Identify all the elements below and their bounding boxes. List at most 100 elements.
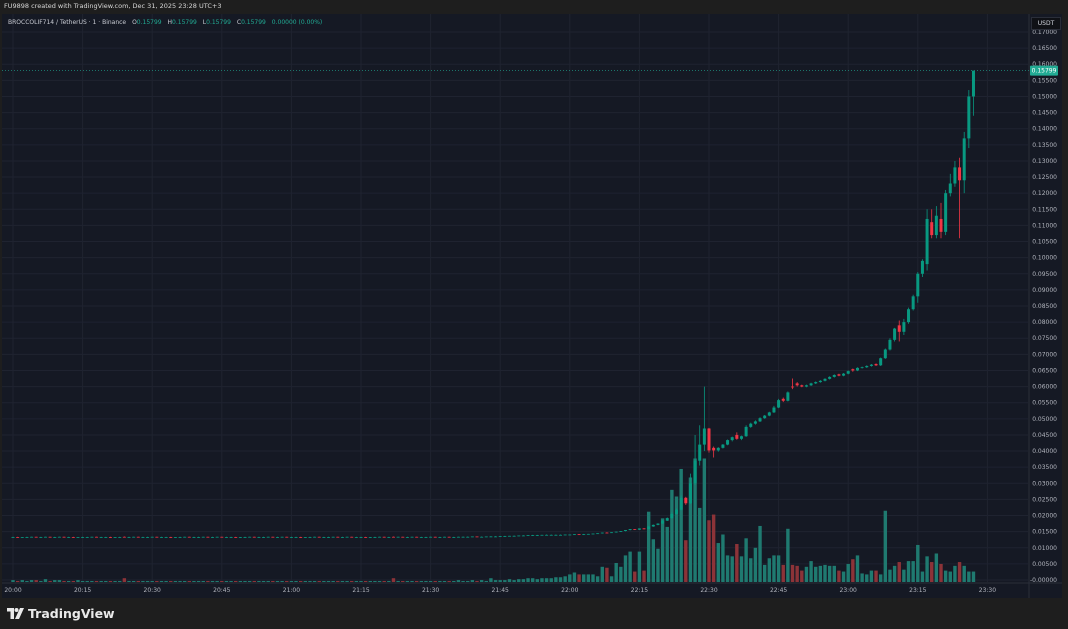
volume-bar [554, 577, 558, 582]
volume-bar [410, 581, 414, 582]
y-tick-label: 0.08500 [1032, 303, 1057, 310]
candle-body [48, 536, 52, 538]
volume-bar [633, 571, 637, 582]
candle-body [716, 447, 720, 451]
candle-body [382, 536, 386, 538]
candle-body [322, 537, 326, 538]
volume-bar [517, 579, 521, 582]
volume-bar [131, 581, 136, 582]
volume-bar [925, 556, 929, 582]
volume-bar [424, 581, 428, 582]
currency-selector[interactable]: USDT [1031, 17, 1061, 30]
y-tick-label: 0.06000 [1032, 384, 1057, 391]
candle-body [280, 536, 284, 538]
volume-bar [906, 561, 911, 582]
y-tick-label: 0.14500 [1032, 110, 1057, 117]
volume-bar [540, 578, 544, 582]
brand-name: TradingView [28, 606, 115, 621]
volume-bar [76, 580, 80, 582]
candle-body [81, 537, 85, 538]
volume-bar [238, 581, 243, 582]
volume-bar [530, 578, 535, 582]
volume-bar [90, 581, 94, 582]
candle-body [832, 374, 836, 377]
candle-body [57, 536, 61, 538]
candle-body [95, 536, 99, 538]
volume-bar [874, 570, 878, 582]
volume-bar [916, 544, 920, 582]
volume-bar [665, 526, 669, 582]
candle-body [456, 536, 460, 538]
volume-bar [215, 581, 219, 582]
volume-bar [698, 507, 702, 582]
volume-bar [224, 581, 229, 582]
candle-body [220, 536, 224, 538]
candle-body [721, 444, 725, 448]
symbol-title[interactable]: BROCCOLIF714 / TetherUS · 1 · Binance [8, 19, 127, 26]
volume-bar [29, 580, 34, 582]
volume-bar [104, 581, 108, 582]
volume-bar [795, 565, 799, 582]
candle-body [396, 536, 400, 538]
volume-bar [127, 581, 131, 582]
candle-body [475, 536, 479, 538]
candle-body [804, 385, 808, 387]
volume-bar [271, 581, 275, 582]
volume-bar [187, 581, 192, 582]
candle-body [758, 418, 762, 422]
volume-bar [396, 581, 400, 582]
candle-body [944, 193, 948, 232]
candle-body [405, 537, 409, 538]
x-tick-label: 21:00 [283, 587, 300, 594]
volume-bar [470, 580, 475, 582]
candle-body [470, 536, 474, 538]
volume-bar [902, 569, 906, 582]
candle-body [294, 537, 298, 538]
candle-body [317, 536, 321, 538]
low-value: 0.15799 [206, 19, 231, 26]
price-chart[interactable]: -0.00000 0.00500 0.01000 0.01500 0.02000 0.02… [0, 0, 1068, 598]
y-tick-label: 0.09500 [1032, 271, 1057, 278]
candle-body [229, 537, 233, 538]
volume-bar [749, 558, 753, 582]
candle-body [837, 374, 841, 376]
y-tick-label: 0.16500 [1032, 45, 1057, 52]
candle-body [851, 369, 855, 371]
snapshot-caption: FU9898 created with TradingView.com, Dec… [4, 2, 222, 10]
volume-bar [261, 581, 266, 582]
last-price-label: 0.15799 [1032, 68, 1057, 75]
volume-bar [716, 543, 720, 582]
candle-body [739, 436, 743, 439]
y-tick-label: 0.01000 [1032, 545, 1057, 552]
volume-bar [967, 571, 971, 582]
candle-body [642, 528, 646, 530]
candle-body [962, 138, 966, 181]
candle-body [71, 537, 75, 538]
y-tick-label: 0.14000 [1032, 126, 1057, 133]
y-tick-label: 0.04000 [1032, 448, 1057, 455]
volume-bar [479, 580, 484, 582]
volume-bar [762, 564, 767, 582]
volume-bar [391, 578, 396, 582]
volume-bar [832, 565, 836, 582]
volume-bar [39, 581, 43, 582]
candle-body [266, 536, 270, 538]
candle-body [902, 322, 906, 332]
volume-bar [336, 581, 340, 582]
volume-bar [939, 563, 943, 582]
volume-bar [888, 569, 892, 582]
volume-bar [53, 580, 57, 582]
open-value: 0.15799 [136, 19, 162, 26]
candle-body [164, 537, 168, 538]
volume-bar [66, 581, 71, 582]
candle-body [494, 536, 498, 538]
candle-body [517, 535, 521, 537]
candle-body [883, 349, 887, 359]
candle-body [953, 167, 957, 184]
volume-bar [43, 579, 48, 582]
volume-bar [234, 581, 238, 582]
candle-body [531, 535, 535, 536]
y-tick-label: 0.05500 [1032, 400, 1057, 407]
volume-bar [192, 581, 196, 582]
candle-body [150, 536, 154, 538]
